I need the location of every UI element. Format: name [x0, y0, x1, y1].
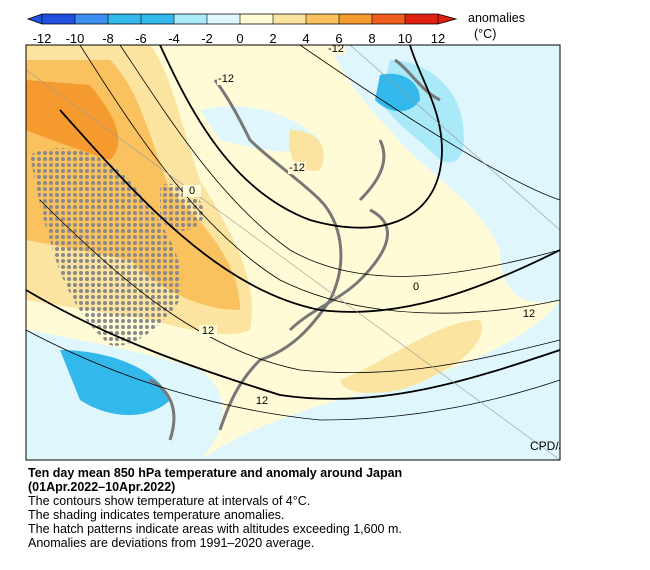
colorbar-segment: [405, 14, 438, 24]
colorbar-tick-label: 12: [431, 31, 445, 46]
caption-line: The contours show temperature at interva…: [28, 494, 311, 508]
contour-label-bg: [407, 281, 425, 293]
colorbar-segment: [306, 14, 339, 24]
colorbar-segment: [42, 14, 75, 24]
colorbar: -12 -10 -8 -6 -4 -2 0 2 4 6 8 10 12: [26, 13, 458, 46]
contour-label: 12: [202, 325, 214, 337]
contour-label-bg: [217, 73, 235, 85]
colorbar-tick-label: 8: [368, 31, 375, 46]
contour-label: 12: [256, 395, 268, 407]
colorbar-arrow: [28, 14, 42, 24]
colorbar-tick-label: -12: [33, 31, 52, 46]
contour-label: 12: [523, 308, 535, 320]
map-figure: anomalies (°C) -12 -10 -8 -6 -4 -2 0 2 4 6 8 10 12: [25, 11, 583, 461]
colorbar-segment: [339, 14, 372, 24]
contour-label: 0: [189, 185, 195, 197]
contour-label: -12: [218, 73, 234, 85]
colorbar-tick-label: 10: [398, 31, 412, 46]
colorbar-tick-label: 6: [335, 31, 342, 46]
colorbar-tick-label: -8: [102, 31, 114, 46]
map-area: -12 -12 -12 0 0 12 12 12 CPD/JMA: [26, 43, 583, 460]
colorbar-tick-label: 0: [236, 31, 243, 46]
colorbar-segment: [108, 14, 141, 24]
colorbar-segment: [174, 14, 207, 24]
contour-label: 0: [413, 281, 419, 293]
caption-line: The shading indicates temperature anomal…: [28, 508, 285, 522]
caption-period: (01Apr.2022–10Apr.2022): [28, 480, 176, 494]
caption-title: Ten day mean 850 hPa temperature and ano…: [28, 466, 403, 480]
colorbar-segment: [75, 14, 108, 24]
contour-label-bg: [183, 185, 201, 197]
colorbar-tick-label: -10: [66, 31, 85, 46]
colorbar-tick-label: 4: [302, 31, 309, 46]
colorbar-segment: [240, 14, 273, 24]
contour-label-bg: [520, 308, 538, 320]
colorbar-segment: [273, 14, 306, 24]
contour-label-bg: [199, 325, 217, 337]
colorbar-segment: [141, 14, 174, 24]
credit: CPD/JMA: [530, 439, 583, 453]
colorbar-tick-label: -2: [201, 31, 213, 46]
contour-label-bg: [253, 395, 271, 407]
colorbar-tick-label: -4: [168, 31, 180, 46]
contour-label: -12: [289, 162, 305, 174]
colorbar-tick-label: 2: [269, 31, 276, 46]
contour-label: -12: [328, 43, 344, 55]
colorbar-label: anomalies: [468, 11, 525, 25]
colorbar-segment: [372, 14, 405, 24]
contour-label-bg: [288, 162, 306, 174]
contour-label-bg: [327, 45, 345, 55]
colorbar-segment: [207, 14, 240, 24]
colorbar-tick-label: -6: [135, 31, 147, 46]
caption-line: Anomalies are deviations from 1991–2020 …: [28, 536, 315, 550]
colorbar-unit: (°C): [474, 27, 496, 41]
caption-line: The hatch patterns indicate areas with a…: [28, 522, 402, 536]
colorbar-arrow: [438, 14, 456, 24]
